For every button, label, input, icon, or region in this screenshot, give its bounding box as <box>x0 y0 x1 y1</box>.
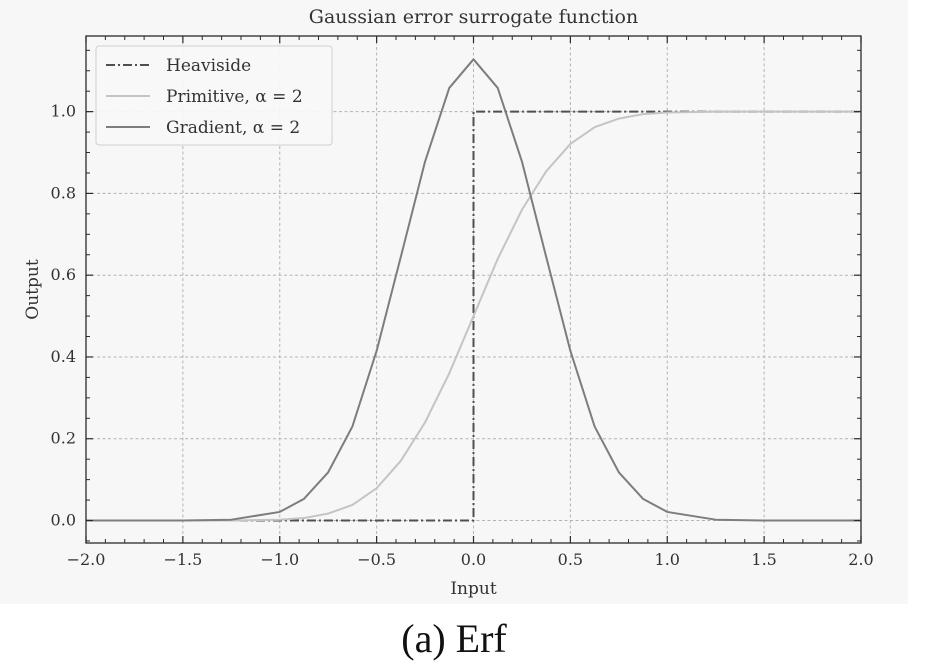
x-tick-label: 0.5 <box>558 550 583 569</box>
x-tick-label: 2.0 <box>848 550 873 569</box>
y-tick-label: 0.8 <box>51 183 76 202</box>
x-tick-label: 0.0 <box>461 550 486 569</box>
x-tick-label: 1.0 <box>655 550 680 569</box>
legend-label-1: Primitive, α = 2 <box>166 87 303 107</box>
y-tick-label: 0.6 <box>51 265 76 284</box>
series-line-1 <box>86 110 861 522</box>
chart-title: Gaussian error surrogate function <box>309 6 638 28</box>
figure-caption: (a) Erf <box>401 616 507 661</box>
x-tick-label: −1.5 <box>163 550 202 569</box>
y-axis-label: Output <box>23 259 43 320</box>
y-tick-label: 0.4 <box>51 347 76 366</box>
legend-label-0: Heaviside <box>166 56 251 76</box>
series-line-2 <box>86 58 861 522</box>
x-tick-label: −1.0 <box>260 550 299 569</box>
legend-label-2: Gradient, α = 2 <box>166 118 300 138</box>
legend-box <box>95 45 333 146</box>
x-tick-label: −0.5 <box>357 550 396 569</box>
x-tick-label: −2.0 <box>67 550 106 569</box>
x-axis-label: Input <box>450 579 496 599</box>
y-tick-label: 1.0 <box>51 102 76 121</box>
chart: −2.0 −1.5 −1.0 −0.5 0.0 0.5 1.0 1.5 2.0 0.0 0.2 0.4… <box>23 6 874 599</box>
y-tick-label: 0.2 <box>51 429 76 448</box>
x-tick-label: 1.5 <box>751 550 776 569</box>
y-tick-label: 0.0 <box>51 511 76 530</box>
